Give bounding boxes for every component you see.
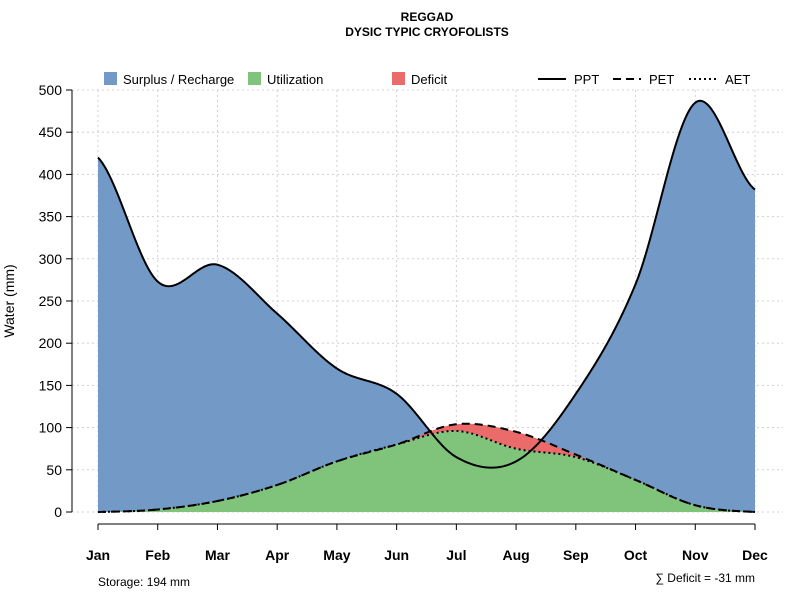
x-tick-label: Sep (563, 547, 589, 563)
legend-label: AET (725, 72, 750, 87)
series-line-ppt (97, 99, 756, 469)
x-tick-label: Jul (446, 547, 466, 563)
area-utilization (98, 430, 755, 512)
x-tick-label: Feb (145, 547, 170, 563)
legend-swatch-1 (104, 72, 117, 85)
chart-subtitle: DYSIC TYPIC CRYOFOLISTS (345, 25, 509, 39)
x-tick-label: Jan (86, 547, 110, 563)
legend-swatch-3 (392, 72, 405, 85)
legend-swatch-2 (248, 72, 261, 85)
y-tick-label: 250 (39, 293, 63, 309)
y-tick-label: 300 (39, 251, 63, 267)
area-surplus-band (98, 100, 755, 513)
x-tick-label: Oct (624, 547, 648, 563)
x-tick-label: May (323, 547, 350, 563)
legend-label: Surplus / Recharge (123, 72, 234, 87)
x-tick-label: Aug (502, 547, 529, 563)
y-tick-label: 450 (39, 124, 63, 140)
chart-title: REGGAD (401, 10, 454, 24)
y-tick-label: 400 (39, 166, 63, 182)
x-tick-label: Nov (682, 547, 709, 563)
y-tick-label: 200 (39, 335, 63, 351)
y-tick-label: 50 (46, 462, 62, 478)
y-axis-label: Water (mm) (1, 264, 17, 337)
legend-label: PET (649, 72, 674, 87)
y-tick-label: 100 (39, 420, 63, 436)
storage-text: Storage: 194 mm (98, 575, 190, 589)
deficit-text: ∑ Deficit = -31 mm (655, 571, 755, 585)
legend-label: Utilization (267, 72, 323, 87)
legend-label: PPT (574, 72, 599, 87)
y-tick-label: 500 (39, 82, 63, 98)
y-tick-label: 350 (39, 209, 63, 225)
legend-label: Deficit (411, 72, 448, 87)
series-line-aet (97, 429, 756, 513)
x-tick-label: Mar (205, 547, 230, 563)
x-tick-label: Jun (384, 547, 409, 563)
x-tick-label: Apr (265, 547, 290, 563)
x-tick-label: Dec (742, 547, 768, 563)
y-tick-label: 150 (39, 377, 63, 393)
y-tick-label: 0 (54, 504, 62, 520)
